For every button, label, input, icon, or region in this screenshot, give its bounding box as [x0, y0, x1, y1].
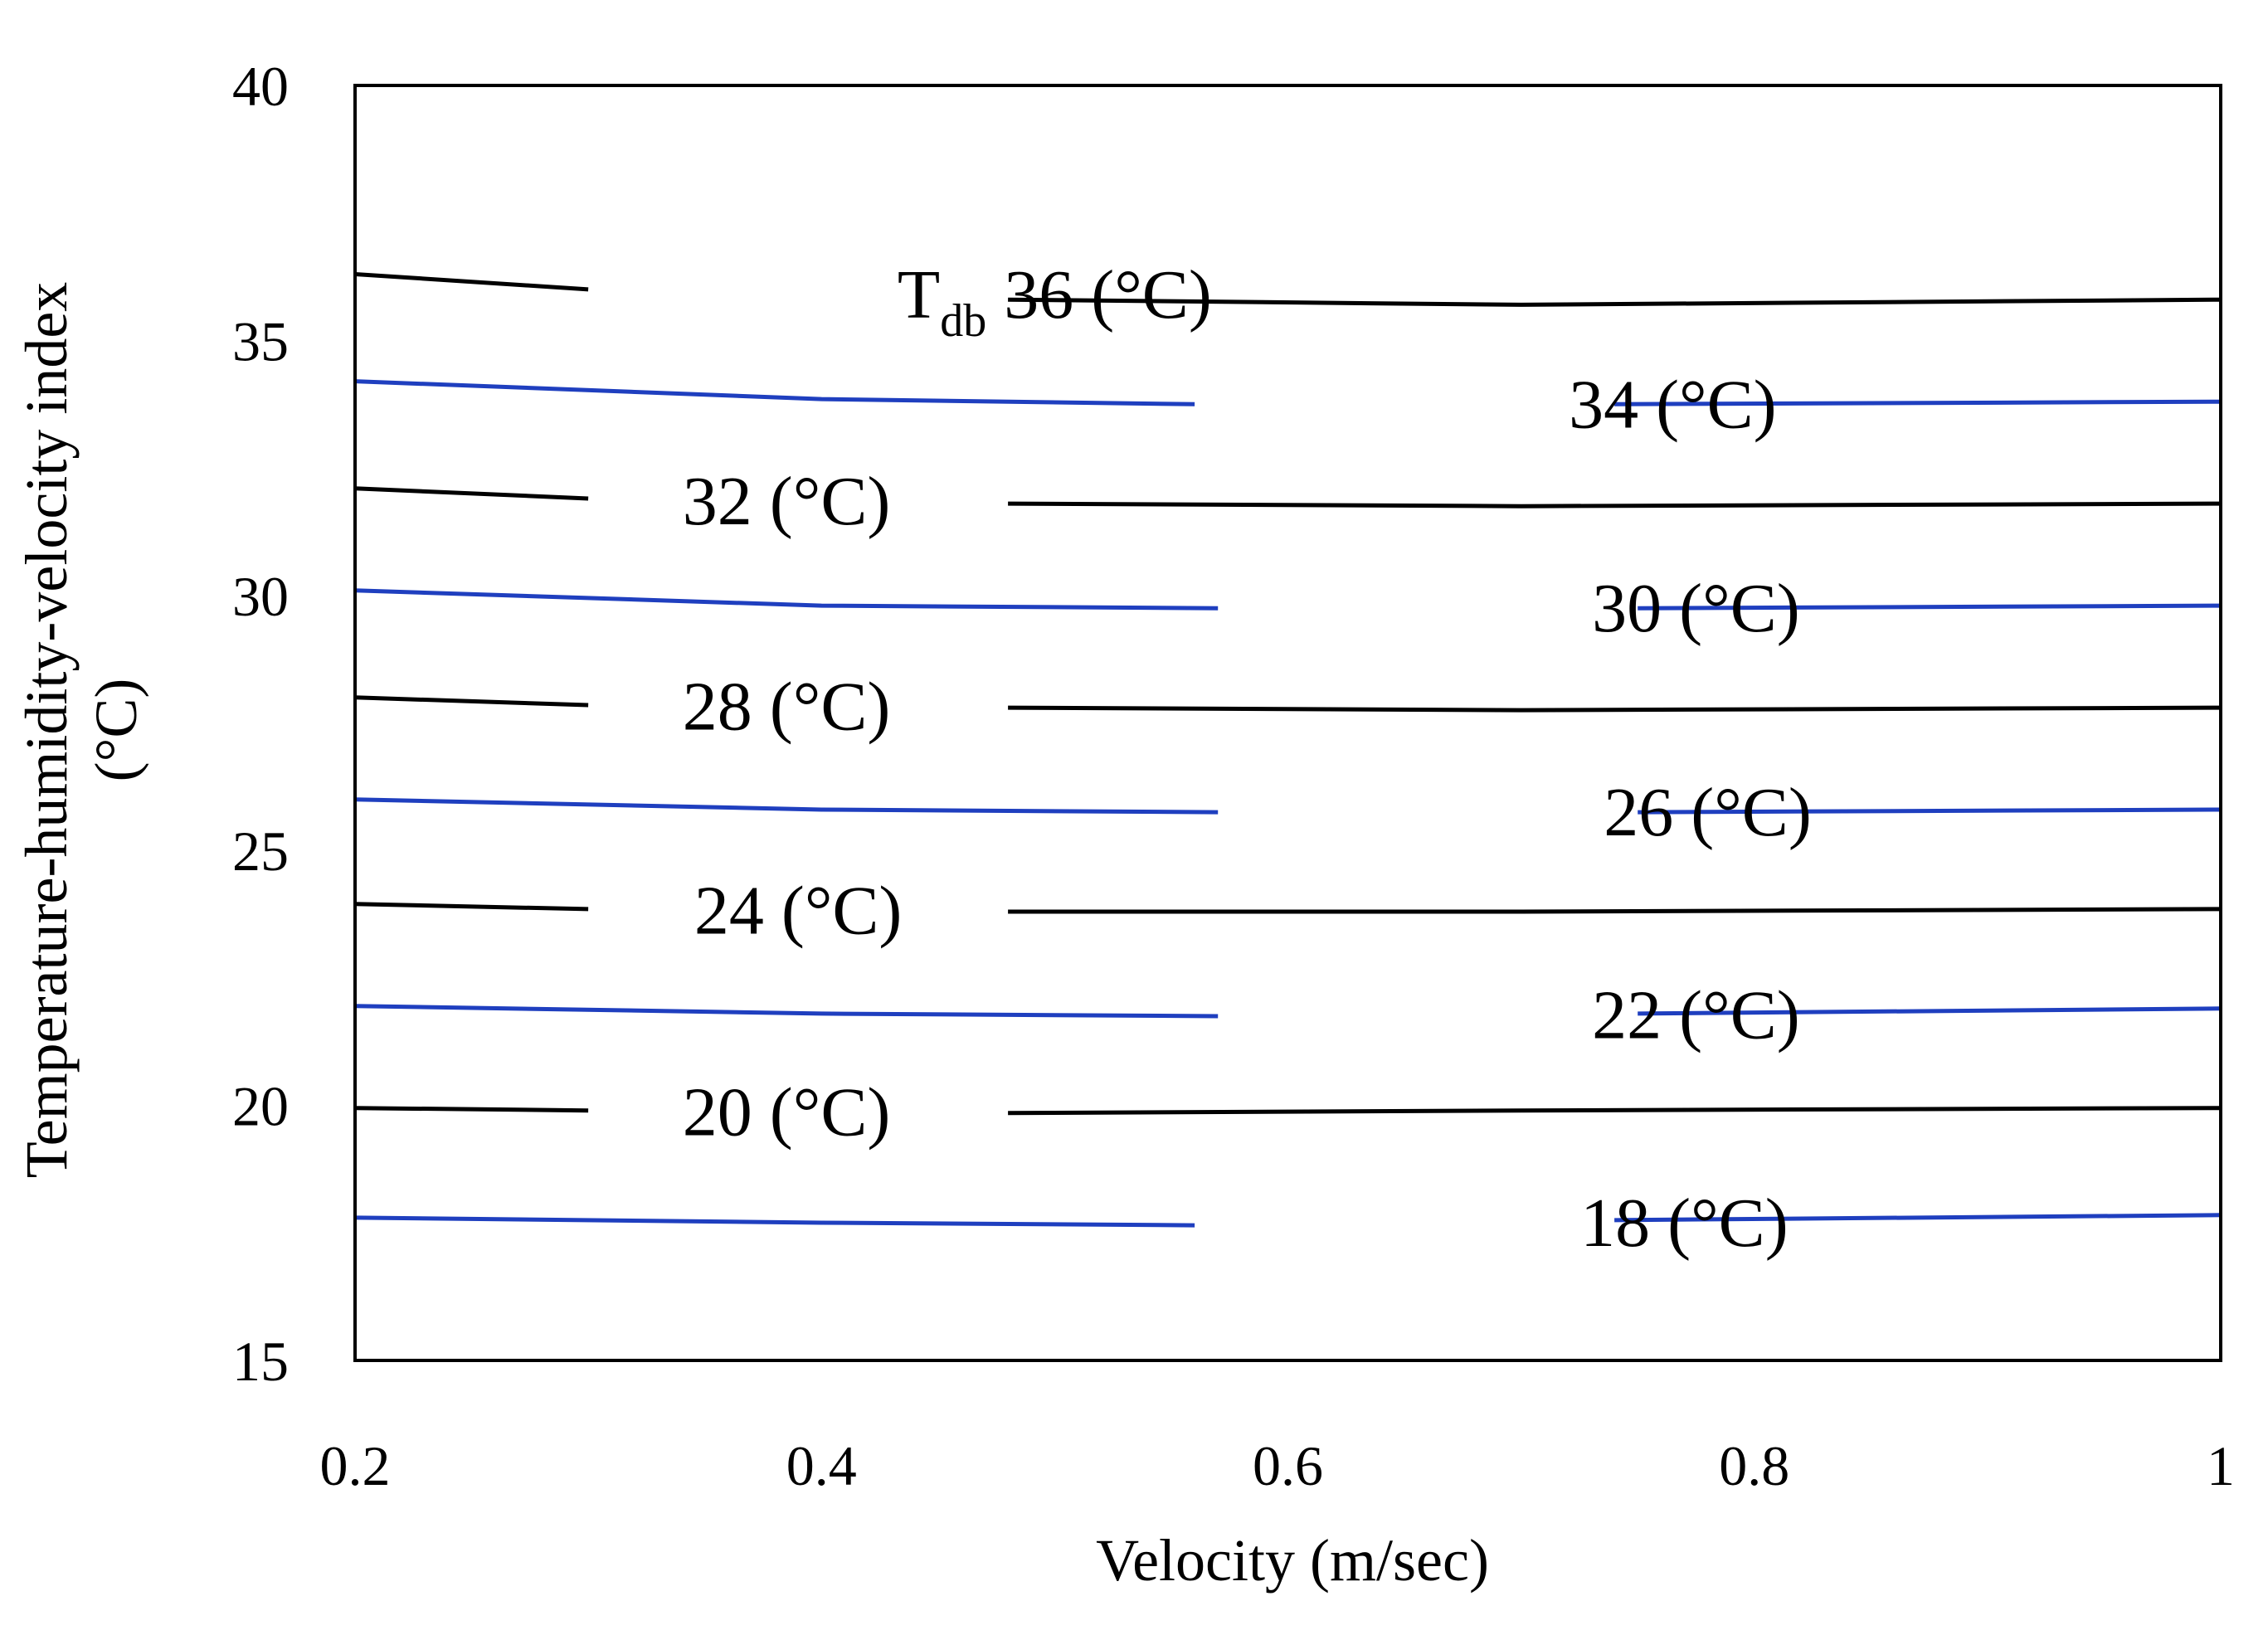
x-tick-label: 0.2	[320, 1434, 391, 1497]
x-axis-ticks: 0.2 0.4 0.6 0.8 1	[320, 1434, 2236, 1497]
series-line-right	[1638, 807, 2222, 815]
y-tick-label: 25	[232, 820, 289, 883]
series-line-right	[1008, 907, 2222, 914]
y-tick-label: 35	[232, 309, 289, 372]
y-axis-ticks: 15 20 25 30 35 40	[232, 55, 289, 1393]
x-axis-title: Velocity (m/sec)	[1096, 1527, 1489, 1594]
series-line-left	[354, 797, 1219, 815]
series-line-right	[1008, 705, 2222, 713]
series-line-right	[1008, 297, 2222, 307]
series-layer	[354, 272, 2222, 1228]
series-label: 28 (°C)	[683, 669, 891, 746]
series-label: 26 (°C)	[1604, 774, 1812, 851]
y-axis-title: Temperature-humidity-velocity index (°C)	[13, 282, 149, 1179]
y-tick-label: 40	[232, 55, 289, 118]
series-line-right	[1638, 1006, 2222, 1016]
series-label: 22 (°C)	[1592, 976, 1800, 1054]
y-tick-label: 15	[232, 1330, 289, 1393]
y-tick-label: 30	[232, 565, 289, 628]
series-label: 24 (°C)	[694, 872, 903, 949]
series-label: 32 (°C)	[683, 463, 891, 540]
series-label: 34 (°C)	[1569, 366, 1777, 443]
series-line-left	[354, 1004, 1219, 1019]
series-line-right	[1638, 603, 2222, 611]
x-tick-label: 0.8	[1719, 1434, 1789, 1497]
series-line-left	[354, 272, 589, 292]
series-line-left	[354, 588, 1219, 611]
series-line-right	[1008, 501, 2222, 509]
series-line-right	[1614, 399, 2222, 406]
series-labels: Tdb 36 (°C) 34 (°C) 32 (°C) 30 (°C) 28 (°C) 2…	[683, 256, 1812, 1262]
series-label: 30 (°C)	[1592, 570, 1800, 647]
series-line-left	[354, 486, 589, 501]
x-tick-label: 0.4	[786, 1434, 857, 1497]
series-line-left	[354, 1215, 1195, 1228]
y-axis-title-line1: Temperature-humidity-velocity index	[13, 282, 80, 1179]
series-label: 20 (°C)	[683, 1073, 891, 1151]
series-line-right	[1614, 1213, 2222, 1223]
series-label: Tdb 36 (°C)	[898, 256, 1212, 347]
series-line-left	[354, 379, 1195, 406]
series-line-left	[354, 1106, 589, 1113]
x-tick-label: 0.6	[1253, 1434, 1323, 1497]
plot-frame	[353, 84, 2222, 1362]
series-label: 18 (°C)	[1580, 1185, 1789, 1262]
series-line-right	[1008, 1106, 2222, 1116]
series-line-left	[354, 902, 589, 912]
x-tick-label: 1	[2207, 1434, 2235, 1497]
y-tick-label: 20	[232, 1075, 289, 1138]
series-line-left	[354, 695, 589, 708]
y-axis-title-line2: (°C)	[83, 679, 149, 782]
